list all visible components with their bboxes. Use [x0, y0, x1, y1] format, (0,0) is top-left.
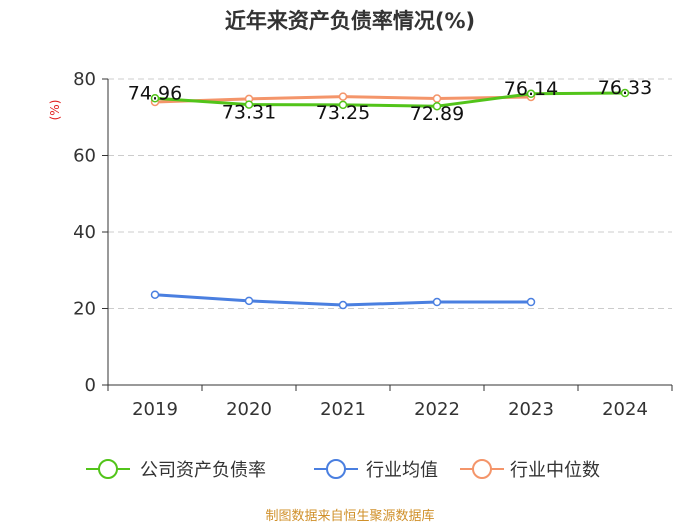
data-point: [338, 300, 348, 310]
y-tick-label: 80: [73, 69, 96, 90]
x-tick-label: 2023: [508, 399, 554, 420]
data-label: 76.14: [504, 78, 558, 100]
data-point: [338, 92, 348, 101]
data-point: [526, 89, 536, 99]
data-point: [432, 94, 442, 103]
data-label: 72.89: [410, 103, 464, 125]
data-label: 73.25: [316, 102, 370, 124]
data-point: [150, 290, 160, 299]
source-note: 制图数据来自恒生聚源数据库: [265, 508, 434, 524]
y-tick-label: 20: [73, 299, 96, 320]
legend-swatch-marker: [472, 459, 492, 479]
grid-lines: [102, 78, 672, 386]
x-tick-labels: 2019 2020 2021 2022 2023 2024: [132, 399, 648, 420]
x-tick-label: 2021: [320, 399, 366, 420]
data-point: [526, 297, 536, 307]
data-point: [620, 88, 630, 98]
data-point: [338, 100, 348, 110]
x-tick-label: 2019: [132, 399, 178, 420]
legend[interactable]: 公司资产负债率 行业均值 行业中位数: [86, 459, 600, 481]
data-labels: 74.96 73.31 73.25 72.89 76.14 76.33: [128, 77, 652, 125]
legend-label: 行业均值: [366, 460, 438, 481]
axes: [107, 79, 673, 391]
legend-swatch-marker: [98, 459, 118, 479]
x-tick-label: 2022: [414, 399, 460, 420]
data-point: [150, 94, 160, 103]
data-point: [244, 100, 254, 109]
data-label: 76.33: [598, 77, 652, 99]
y-tick-label: 0: [85, 375, 96, 396]
series-line-0: [154, 91, 626, 108]
x-tick-label: 2024: [602, 399, 648, 420]
y-tick-label: 60: [73, 146, 96, 167]
data-label: 74.96: [128, 82, 182, 104]
y-tick-labels: 0 20 40 60 80: [73, 69, 96, 396]
legend-swatch-marker: [326, 459, 346, 479]
legend-label: 行业中位数: [510, 460, 600, 481]
legend-label: 公司资产负债率: [140, 460, 266, 481]
y-axis-label: (%): [48, 100, 62, 121]
series-group: [150, 88, 630, 310]
data-point: [432, 101, 442, 111]
x-tick-label: 2020: [226, 399, 272, 420]
data-label: 73.31: [222, 102, 276, 124]
y-tick-label: 40: [73, 222, 96, 243]
chart-title: 近年来资产负债率情况(%): [225, 9, 475, 33]
data-point: [432, 297, 442, 307]
data-point: [244, 296, 254, 306]
